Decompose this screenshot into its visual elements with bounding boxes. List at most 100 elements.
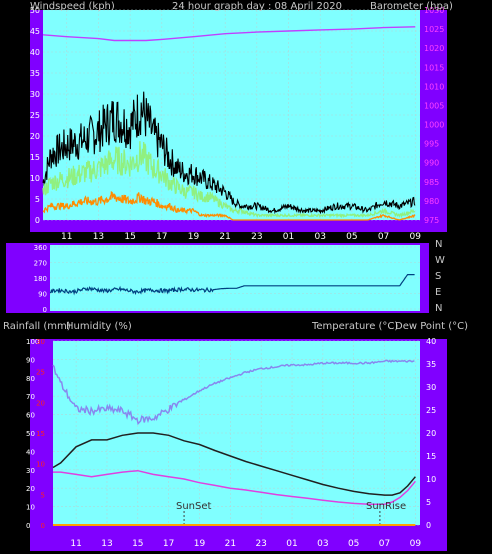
direction-tick-label: 90 (38, 291, 47, 299)
temperature-tick-label: 0 (426, 521, 431, 530)
wind-tick-label: 50 (30, 6, 40, 15)
temperature-tick-label: 25 (426, 406, 436, 415)
wind-minimum-line (42, 191, 416, 221)
temp-plot-area (53, 341, 420, 525)
hour-tick-label: 07 (379, 539, 390, 549)
hour-tick-label: 01 (286, 539, 297, 549)
barometer-tick-label: 980 (424, 197, 439, 206)
hour-tick-label: 07 (378, 232, 389, 242)
wind-tick-label: 15 (30, 153, 40, 162)
wind-tick-label: 25 (30, 111, 40, 120)
hour-tick-label: 17 (156, 232, 167, 242)
barometer-tick-label: 985 (424, 178, 439, 187)
humidity-tick-label: 70 (26, 393, 35, 401)
barometer-tick-label: 975 (424, 216, 439, 225)
rain-tick-label: 15 (36, 430, 45, 438)
sunset-annotation: SunSet (176, 501, 212, 512)
hour-tick-label: 23 (251, 232, 262, 242)
humidity-tick-label: 0 (26, 522, 30, 530)
humidity-tick-label: 20 (26, 485, 35, 493)
humidity-tick-label: 100 (26, 338, 39, 346)
temperature-tick-label: 30 (426, 383, 436, 392)
rain-tick-label: 20 (36, 399, 45, 407)
barometer-tick-label: 990 (424, 159, 439, 168)
humidity-tick-label: 90 (26, 356, 35, 364)
rain-tick-label: 10 (36, 461, 45, 469)
humidity-tick-label: 50 (26, 430, 35, 438)
humidity-axis-title: Humidity (%) (66, 321, 132, 332)
temperature-tick-label: 40 (426, 337, 436, 346)
hour-tick-label: 13 (101, 539, 112, 549)
temperature-tick-label: 35 (426, 360, 436, 369)
temperature-tick-label: 20 (426, 429, 436, 438)
hour-tick-label: 03 (314, 232, 325, 242)
humidity-tick-label: 40 (26, 448, 35, 456)
wind-tick-label: 45 (30, 27, 40, 36)
direction-tick-label: 360 (34, 244, 47, 252)
humidity-tick-label: 60 (26, 412, 35, 420)
compass-label-e: E (435, 287, 442, 298)
wind-axis-title: Windspeed (kph) (30, 1, 115, 12)
temperature-axis-title: Temperature (°C) (312, 321, 399, 332)
compass-label-n-top: N (435, 239, 443, 250)
direction-tick-label: 180 (34, 275, 47, 283)
wind-tick-label: 0 (35, 216, 40, 225)
wind-tick-label: 10 (30, 174, 40, 183)
rain-tick-label: 0 (41, 522, 45, 530)
temperature-c-line (52, 432, 416, 496)
temperature-tick-label: 10 (426, 475, 436, 484)
compass-label-n-bottom: N (435, 303, 443, 314)
humidity-tick-label: 10 (26, 504, 35, 512)
hour-tick-label: 05 (346, 232, 357, 242)
wind-tick-label: 5 (35, 195, 40, 204)
barometer-line (42, 26, 416, 42)
hour-tick-label: 15 (132, 539, 143, 549)
direction-tick-label: 270 (34, 260, 47, 268)
hour-tick-label: 17 (163, 539, 174, 549)
dew-point-c-line (53, 469, 416, 506)
rain-tick-label: 30 (36, 338, 45, 346)
barometer-tick-label: 1025 (424, 25, 444, 34)
humidity-line (52, 359, 415, 426)
barometer-tick-label: 995 (424, 140, 439, 149)
temperature-tick-label: 5 (426, 498, 431, 507)
wind-gust-line (42, 91, 416, 215)
hour-tick-label: 05 (348, 539, 359, 549)
humidity-tick-label: 30 (26, 467, 35, 475)
wind-tick-label: 30 (30, 90, 40, 99)
hour-tick-label: 15 (124, 232, 135, 242)
hour-tick-label: 19 (188, 232, 200, 242)
chart-title: 24 hour graph day : 08 April 2020 (172, 1, 342, 12)
hour-tick-label: 23 (255, 539, 266, 549)
hour-tick-label: 11 (61, 232, 72, 242)
direction-line (49, 274, 415, 296)
rain-tick-label: 25 (36, 369, 45, 377)
humidity-tick-label: 80 (26, 375, 35, 383)
rain-tick-label: 5 (41, 491, 45, 499)
hour-tick-label: 21 (225, 539, 236, 549)
hour-tick-label: 09 (410, 232, 422, 242)
dew-point-axis-title: Dew Point (°C) (395, 321, 469, 332)
temperature-tick-label: 15 (426, 452, 436, 461)
barometer-tick-label: 1010 (424, 82, 444, 91)
hour-tick-label: 11 (70, 539, 81, 549)
wind-average-line (42, 141, 415, 219)
barometer-axis-title: Barometer (hpa) (370, 1, 453, 12)
hour-tick-label: 19 (194, 539, 206, 549)
hour-tick-label: 09 (410, 539, 422, 549)
compass-label-w: W (435, 255, 445, 266)
hour-tick-label: 21 (219, 232, 230, 242)
direction-tick-label: 0 (43, 306, 47, 314)
hour-tick-label: 03 (317, 539, 328, 549)
wind-tick-label: 20 (30, 132, 40, 141)
hour-tick-label: 13 (93, 232, 104, 242)
barometer-tick-label: 1005 (424, 101, 444, 110)
compass-label-s: S (435, 271, 442, 282)
barometer-tick-label: 1020 (424, 44, 444, 53)
barometer-tick-label: 1000 (424, 121, 444, 130)
barometer-tick-label: 1030 (424, 6, 444, 15)
hour-tick-label: 01 (283, 232, 294, 242)
rainfall-axis-title: Rainfall (mm) (3, 321, 71, 332)
wind-tick-label: 40 (30, 48, 40, 57)
